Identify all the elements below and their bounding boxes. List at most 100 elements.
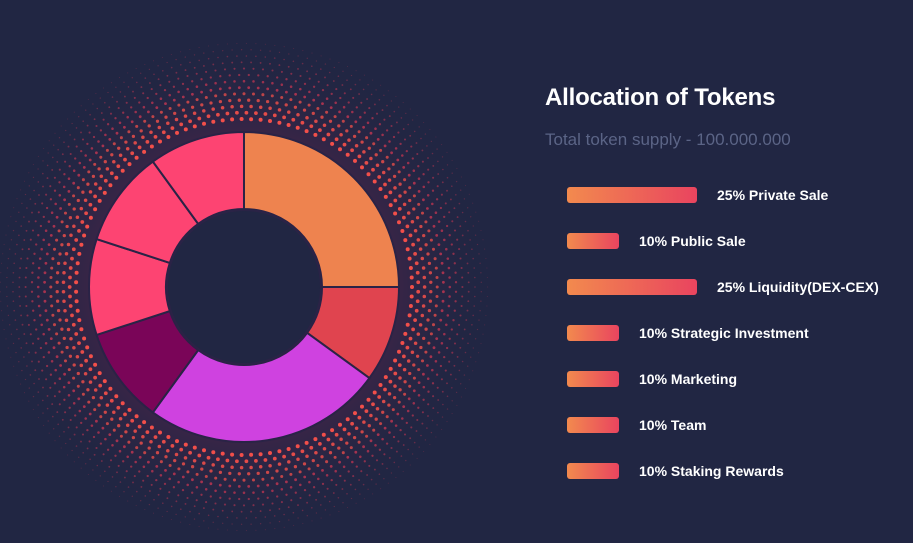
halo-dot <box>409 108 411 110</box>
halo-dot <box>441 390 444 393</box>
halo-dot <box>34 220 37 223</box>
halo-dot <box>68 354 73 358</box>
halo-dot <box>93 453 96 456</box>
halo-dot <box>472 202 474 204</box>
halo-dot <box>32 262 35 265</box>
halo-dot <box>159 84 162 87</box>
halo-dot <box>283 46 285 48</box>
halo-dot <box>67 394 71 397</box>
halo-dot <box>20 189 22 191</box>
halo-dot <box>372 179 377 184</box>
halo-dot <box>198 525 200 527</box>
halo-dot <box>3 329 5 331</box>
halo-dot <box>418 446 420 448</box>
halo-dot <box>383 182 387 187</box>
halo-dot <box>402 367 407 372</box>
halo-dot <box>223 80 227 84</box>
halo-dot <box>89 113 91 116</box>
halo-dot <box>0 300 2 302</box>
halo-dot <box>373 103 376 106</box>
halo-dot <box>409 275 414 280</box>
halo-dot <box>446 408 449 410</box>
halo-dot <box>289 486 293 489</box>
halo-dot <box>138 115 142 119</box>
halo-dot <box>100 460 103 462</box>
halo-dot <box>271 81 274 85</box>
halo-dot <box>408 233 413 238</box>
halo-dot <box>422 285 427 289</box>
halo-dot <box>439 364 443 368</box>
halo-dot <box>12 342 15 345</box>
halo-dot <box>461 285 464 289</box>
halo-dot <box>313 437 318 442</box>
halo-dot <box>32 395 35 398</box>
halo-dot <box>331 128 335 132</box>
halo-dot <box>209 76 212 79</box>
halo-dot <box>99 395 104 400</box>
halo-dot <box>403 138 407 141</box>
halo-dot <box>362 150 366 154</box>
halo-dot <box>233 80 236 83</box>
halo-dot <box>205 501 208 504</box>
halo-dot <box>123 81 125 83</box>
halo-dot <box>321 432 326 437</box>
halo-dot <box>308 77 311 80</box>
halo-dot <box>177 103 181 107</box>
halo-dot <box>125 147 130 151</box>
halo-dot <box>474 286 476 288</box>
halo-dot <box>339 474 342 478</box>
halo-dot <box>427 157 429 159</box>
halo-dot <box>24 276 27 279</box>
halo-dot <box>429 355 433 359</box>
halo-dot <box>378 448 382 451</box>
halo-dot <box>320 455 324 459</box>
halo-dot <box>31 342 35 345</box>
halo-dot <box>39 224 43 228</box>
halo-dot <box>72 194 76 198</box>
halo-dot <box>183 456 188 460</box>
halo-dot <box>380 84 382 86</box>
halo-dot <box>217 44 219 46</box>
legend-bar <box>567 279 697 295</box>
halo-dot <box>59 207 62 210</box>
halo-dot <box>427 261 432 266</box>
halo-dot <box>289 85 293 88</box>
halo-dot <box>161 439 166 444</box>
halo-dot <box>56 261 61 266</box>
halo-dot <box>161 130 166 135</box>
halo-dot <box>402 405 406 408</box>
halo-dot <box>345 441 349 445</box>
halo-dot <box>119 91 122 93</box>
halo-dot <box>334 101 337 105</box>
halo-dot <box>417 202 421 206</box>
halo-dot <box>68 406 71 409</box>
halo-dot <box>191 80 194 83</box>
halo-dot <box>183 442 188 447</box>
halo-dot <box>79 327 84 332</box>
halo-dot <box>342 465 346 469</box>
halo-dot <box>90 147 94 150</box>
halo-dot <box>231 49 233 51</box>
halo-dot <box>446 176 449 179</box>
halo-dot <box>181 462 186 466</box>
halo-dot <box>179 447 184 452</box>
halo-dot <box>98 186 103 191</box>
halo-dot <box>80 149 83 153</box>
halo-dot <box>75 261 80 266</box>
halo-dot <box>146 474 149 478</box>
halo-dot <box>426 145 428 147</box>
halo-dot <box>163 482 167 486</box>
halo-dot <box>81 178 85 182</box>
halo-dot <box>403 190 407 194</box>
halo-dot <box>29 374 32 376</box>
halo-dot <box>363 498 365 500</box>
halo-dot <box>181 108 186 112</box>
halo-dot <box>61 280 66 284</box>
halo-dot <box>463 243 466 246</box>
halo-dot <box>157 65 159 67</box>
halo-dot <box>106 123 110 126</box>
halo-dot <box>42 185 44 188</box>
halo-dot <box>366 172 371 177</box>
halo-dot <box>440 261 444 265</box>
halo-dot <box>379 422 383 426</box>
